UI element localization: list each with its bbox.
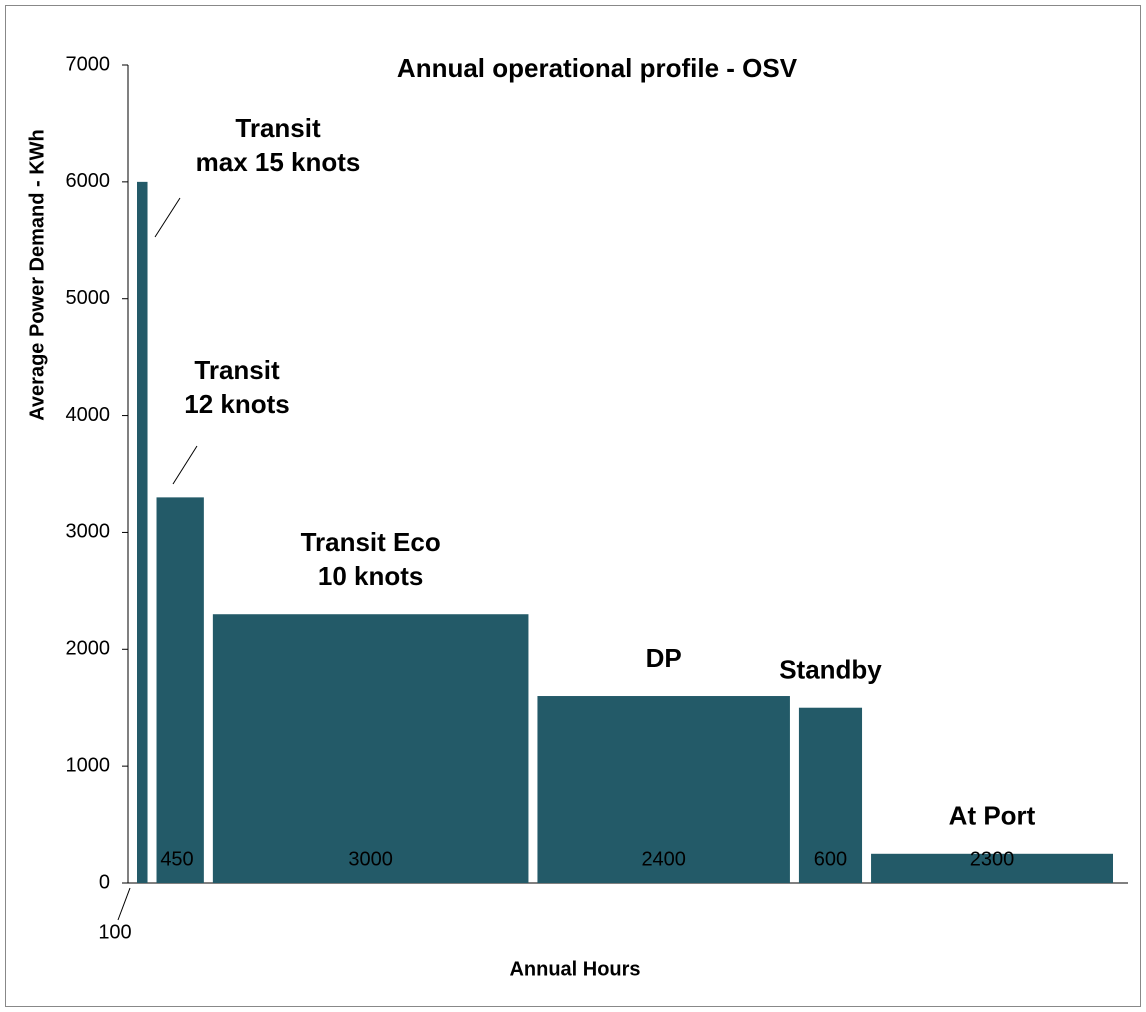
bar (798, 707, 863, 883)
leader-line (154, 197, 181, 238)
chart-title: Annual operational profile - OSV (397, 53, 798, 83)
category-label: Transit (194, 355, 280, 385)
y-tick-label: 1000 (66, 754, 111, 776)
y-tick-label: 7000 (66, 53, 111, 75)
hours-label: 100 (98, 921, 131, 943)
category-label: Standby (779, 655, 882, 685)
y-tick-label: 2000 (66, 638, 111, 660)
y-tick-label: 5000 (66, 287, 111, 309)
hours-label: 450 (160, 848, 193, 870)
category-label: 12 knots (184, 389, 290, 419)
category-label: Transit (235, 113, 321, 143)
x-axis-label: Annual Hours (509, 958, 640, 980)
leader-line (172, 445, 198, 485)
hours-label: 2400 (641, 848, 686, 870)
hours-label: 2300 (970, 848, 1015, 870)
y-tick-label: 4000 (66, 404, 111, 426)
category-label: 10 knots (318, 561, 424, 591)
y-tick-label: 3000 (66, 521, 111, 543)
bar (137, 181, 148, 883)
category-label: At Port (949, 801, 1036, 831)
y-tick-label: 0 (99, 871, 110, 893)
category-label: Transit Eco (301, 527, 441, 557)
bar (156, 497, 204, 883)
category-label: DP (646, 643, 682, 673)
y-tick-label: 6000 (66, 170, 111, 192)
bar (212, 614, 529, 883)
category-label: max 15 knots (196, 147, 361, 177)
leader-line (117, 887, 131, 921)
bar (871, 853, 1113, 883)
hours-label: 600 (814, 848, 847, 870)
y-axis-label: Average Power Demand - KWh (26, 129, 48, 421)
hours-label: 3000 (348, 848, 393, 870)
bar (537, 696, 790, 883)
